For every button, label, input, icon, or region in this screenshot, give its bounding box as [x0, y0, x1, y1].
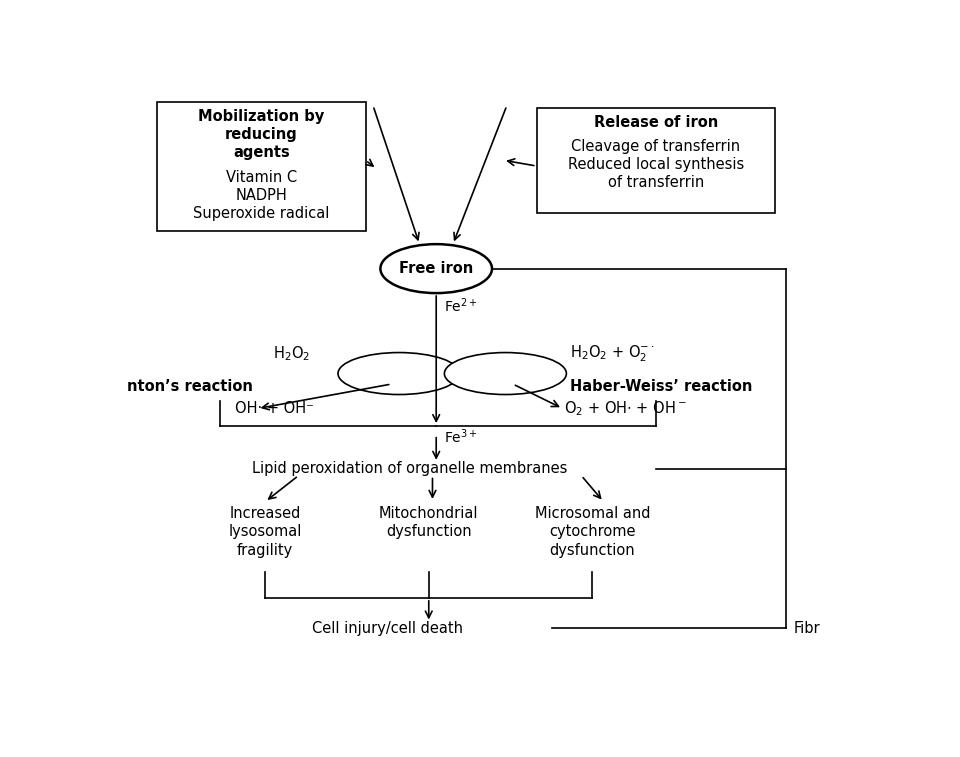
Text: Vitamin C
NADPH
Superoxide radical: Vitamin C NADPH Superoxide radical [193, 170, 329, 220]
Text: Cleavage of transferrin
Reduced local synthesis
of transferrin: Cleavage of transferrin Reduced local sy… [567, 139, 744, 190]
Text: H$_2$O$_2$: H$_2$O$_2$ [273, 344, 310, 363]
Text: Microsomal and
cytochrome
dysfunction: Microsomal and cytochrome dysfunction [535, 506, 650, 558]
Text: Haber-Weiss’ reaction: Haber-Weiss’ reaction [570, 378, 753, 394]
Text: Fibr: Fibr [793, 621, 820, 636]
Text: nton’s reaction: nton’s reaction [128, 378, 253, 394]
Text: Increased
lysosomal
fragility: Increased lysosomal fragility [228, 506, 301, 558]
Ellipse shape [380, 245, 492, 293]
Text: Mitochondrial
dysfunction: Mitochondrial dysfunction [379, 506, 478, 540]
Text: Release of iron: Release of iron [593, 115, 718, 130]
FancyBboxPatch shape [537, 108, 775, 213]
Text: Mobilization by
reducing
agents: Mobilization by reducing agents [198, 110, 324, 160]
Text: Fe$^{3+}$: Fe$^{3+}$ [444, 427, 477, 446]
Text: O$_2$ + OH$\cdot$ + OH$^-$: O$_2$ + OH$\cdot$ + OH$^-$ [564, 399, 687, 418]
Ellipse shape [338, 353, 460, 394]
Text: H$_2$O$_2$ + O$_2^{-\cdot}$: H$_2$O$_2$ + O$_2^{-\cdot}$ [570, 344, 655, 364]
Text: Lipid peroxidation of organelle membranes: Lipid peroxidation of organelle membrane… [252, 461, 568, 476]
Text: OH· + OH⁻: OH· + OH⁻ [235, 401, 314, 416]
Ellipse shape [444, 353, 566, 394]
Text: Fe$^{2+}$: Fe$^{2+}$ [444, 296, 477, 315]
FancyBboxPatch shape [157, 102, 366, 231]
Text: Free iron: Free iron [399, 261, 473, 276]
Text: Cell injury/cell death: Cell injury/cell death [312, 621, 464, 636]
